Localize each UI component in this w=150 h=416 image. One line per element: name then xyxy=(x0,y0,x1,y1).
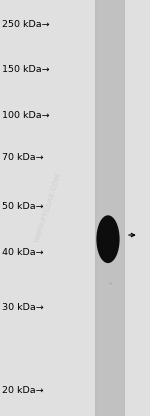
Text: 100 kDa→: 100 kDa→ xyxy=(2,111,49,120)
Text: 70 kDa→: 70 kDa→ xyxy=(2,153,43,162)
Text: 50 kDa→: 50 kDa→ xyxy=(2,202,43,211)
Text: 150 kDa→: 150 kDa→ xyxy=(2,65,49,74)
Text: 40 kDa→: 40 kDa→ xyxy=(2,248,43,258)
Text: 250 kDa→: 250 kDa→ xyxy=(2,20,49,30)
Ellipse shape xyxy=(102,227,114,251)
Text: WWW.PTGLAB.COM: WWW.PTGLAB.COM xyxy=(34,172,62,244)
Text: 20 kDa→: 20 kDa→ xyxy=(2,386,43,395)
Bar xyxy=(97,0,124,416)
Bar xyxy=(95,0,125,416)
Text: 30 kDa→: 30 kDa→ xyxy=(2,303,43,312)
Ellipse shape xyxy=(96,215,120,263)
Ellipse shape xyxy=(99,221,117,257)
